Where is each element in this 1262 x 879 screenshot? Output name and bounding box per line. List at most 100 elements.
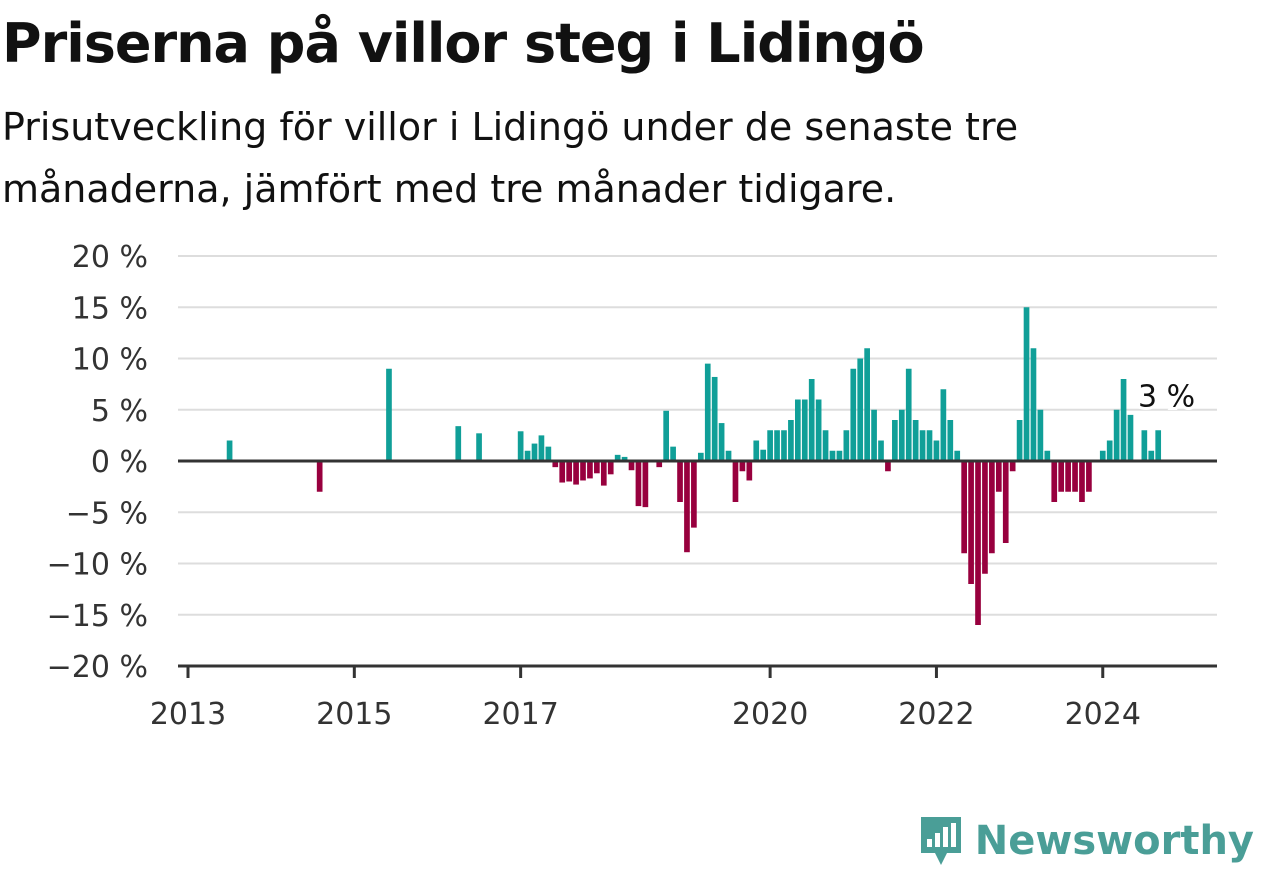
bar (801, 399, 808, 461)
bar (594, 461, 600, 474)
bar (614, 454, 621, 461)
bar (753, 440, 760, 461)
bar (677, 461, 683, 502)
bar (642, 461, 649, 508)
y-tick-label: 15 % (72, 291, 148, 326)
bar (968, 461, 974, 584)
bar (808, 379, 815, 461)
bar (919, 430, 926, 461)
latest-value-label: 3 % (1138, 379, 1195, 414)
x-tick-label: 2020 (732, 697, 808, 730)
newsworthy-logo: Newsworthy (917, 813, 1254, 869)
bar (386, 368, 392, 461)
bar (1037, 409, 1044, 461)
bar (1044, 450, 1051, 461)
bar (725, 450, 732, 461)
bar (739, 461, 746, 472)
bar (587, 461, 593, 479)
bar (1016, 420, 1023, 461)
bar (947, 420, 954, 461)
bar (864, 348, 870, 461)
chart-title: Priserna på villor steg i Lidingö (2, 12, 925, 75)
bar (989, 461, 995, 554)
bar (517, 431, 524, 461)
bar (933, 440, 940, 461)
bar (538, 435, 545, 462)
bar (635, 461, 642, 507)
bar (559, 461, 566, 483)
bar (795, 399, 801, 461)
bar (552, 461, 559, 468)
bar (975, 461, 981, 625)
bar (1155, 430, 1162, 461)
y-tick-label: −20 % (47, 650, 148, 685)
bar (1002, 461, 1009, 543)
bar (600, 461, 607, 486)
bar (767, 430, 773, 461)
y-tick-label: 0 % (91, 445, 148, 480)
bar (607, 461, 614, 475)
x-tick-label: 2015 (316, 697, 392, 730)
bar (545, 446, 552, 461)
bar (1079, 461, 1085, 502)
bar (829, 450, 836, 461)
x-tick-label: 2017 (482, 697, 558, 730)
brand-name: Newsworthy (974, 818, 1254, 864)
bar (822, 430, 829, 461)
bar (878, 440, 884, 461)
bar (1058, 461, 1065, 492)
bar (580, 461, 586, 481)
bar (226, 440, 233, 461)
bar (1065, 461, 1071, 492)
bar (1099, 450, 1106, 461)
bar (684, 461, 690, 553)
bar (1030, 348, 1037, 461)
bar (982, 461, 988, 574)
bar (1086, 461, 1092, 492)
bar (1127, 414, 1134, 462)
bar (871, 409, 877, 461)
y-axis-tick-labels: 20 % 15 % 10 % 5 % 0 % −5 % −10 % −15 % −20 % (47, 240, 148, 685)
bar (732, 461, 739, 502)
bar (850, 368, 857, 461)
bar (531, 443, 538, 461)
bar (628, 461, 635, 471)
annotation: 3 % (1135, 376, 1198, 417)
bar (843, 430, 850, 461)
bar (926, 430, 933, 461)
bar (691, 461, 697, 528)
bar (621, 456, 628, 461)
bar (746, 461, 753, 481)
bar (1072, 461, 1078, 492)
bar-chart: 20 % 15 % 10 % 5 % 0 % −5 % −10 % −15 % −20 % 20… (47, 240, 1217, 730)
bar (476, 433, 482, 461)
y-tick-label: −10 % (47, 548, 148, 583)
bar (954, 450, 961, 461)
newsworthy-logo-icon (920, 817, 961, 865)
gridlines (178, 255, 1217, 667)
bar (760, 449, 767, 461)
bar (316, 461, 323, 492)
bar (781, 430, 787, 461)
bar (455, 426, 462, 461)
y-tick-label: −15 % (47, 599, 148, 634)
bar (566, 461, 572, 482)
bar (774, 430, 780, 461)
bar (663, 410, 670, 461)
bar (1120, 379, 1127, 461)
x-tick-label: 2013 (150, 697, 226, 730)
bar (1113, 409, 1120, 461)
bar (885, 461, 891, 472)
bar (905, 368, 912, 461)
bar (656, 461, 663, 468)
bar (815, 399, 822, 461)
bar (1141, 430, 1148, 461)
bar (961, 461, 967, 554)
bar (898, 409, 905, 461)
bar (912, 420, 919, 461)
bar (524, 450, 531, 461)
x-axis-tick-labels: 2013 2015 2017 2020 2022 2024 (150, 666, 1141, 730)
bar (1051, 461, 1058, 502)
bar (1106, 440, 1113, 461)
axes (178, 459, 1217, 668)
